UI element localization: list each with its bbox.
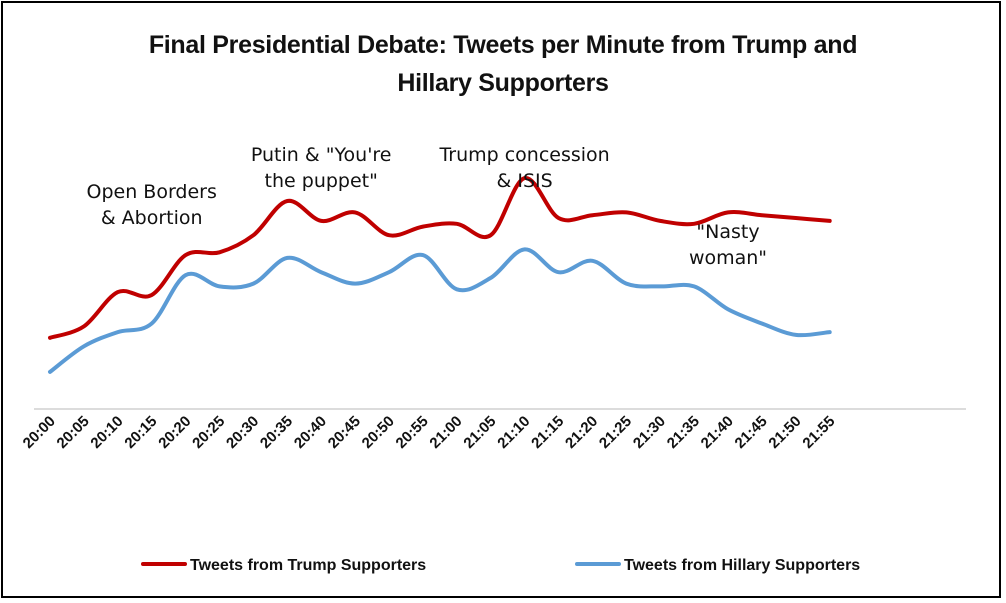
x-tick-label: 21:15 (528, 413, 567, 452)
x-tick-label: 20:40 (291, 413, 330, 452)
annotation: Trump concession & ISIS (438, 144, 609, 192)
x-tick-label: 20:50 (359, 413, 398, 452)
x-tick-label: 21:00 (426, 413, 465, 452)
annotation-line: the puppet" (265, 170, 378, 192)
x-tick-label: 20:45 (325, 413, 364, 452)
x-tick-label: 20:10 (87, 413, 126, 452)
annotation-line: & Abortion (101, 207, 203, 229)
series-line-tweets-from-trump-supporters (48, 176, 832, 340)
x-tick-label: 21:35 (664, 413, 703, 452)
x-tick-label: 21:55 (799, 413, 838, 452)
annotation: Open Borders & Abortion (87, 181, 217, 229)
chart-title: Final Presidential Debate: Tweets per Mi… (0, 26, 1006, 102)
series-line-tweets-from-hillary-supporters (48, 247, 832, 374)
annotation-line: & ISIS (497, 170, 553, 192)
x-tick-label: 21:05 (460, 413, 499, 452)
annotation-line: woman" (689, 247, 767, 269)
chart-title-line-2: Hillary Supporters (397, 69, 609, 97)
x-tick-label: 20:35 (257, 413, 296, 452)
annotation: "Nasty woman" (689, 221, 767, 269)
annotation-line: Putin & "You're (251, 144, 392, 166)
x-tick-labels: 20:0020:0520:1020:1520:2020:2520:3020:35… (20, 413, 839, 452)
x-tick-label: 21:30 (630, 413, 669, 452)
x-tick-label: 20:55 (393, 413, 432, 452)
series-lines (48, 176, 832, 374)
x-tick-label: 20:20 (155, 413, 194, 452)
legend: Tweets from Trump Supporters Tweets from … (141, 557, 860, 574)
x-tick-label: 21:50 (765, 413, 804, 452)
legend-label-tweets-from-trump-supporters: Tweets from Trump Supporters (190, 557, 426, 574)
x-tick-label: 21:10 (494, 413, 533, 452)
legend-label-tweets-from-hillary-supporters: Tweets from Hillary Supporters (624, 557, 860, 574)
x-tick-label: 21:40 (698, 413, 737, 452)
x-tick-label: 20:15 (121, 413, 160, 452)
x-tick-label: 20:30 (223, 413, 262, 452)
annotation-line: "Nasty (696, 221, 759, 243)
annotation-line: Open Borders (87, 181, 217, 203)
annotations: Open Borders & Abortion Putin & "You're the… (87, 144, 768, 269)
annotation-line: Trump concession (438, 144, 609, 166)
x-tick-label: 20:05 (54, 413, 93, 452)
x-tick-label: 21:45 (732, 413, 771, 452)
chart-title-line-1: Final Presidential Debate: Tweets per Mi… (148, 31, 858, 59)
x-tick-label: 21:25 (596, 413, 635, 452)
annotation: Putin & "You're the puppet" (251, 144, 392, 192)
x-tick-label: 20:00 (20, 413, 59, 452)
x-tick-label: 21:20 (562, 413, 601, 452)
x-tick-label: 20:25 (189, 413, 228, 452)
